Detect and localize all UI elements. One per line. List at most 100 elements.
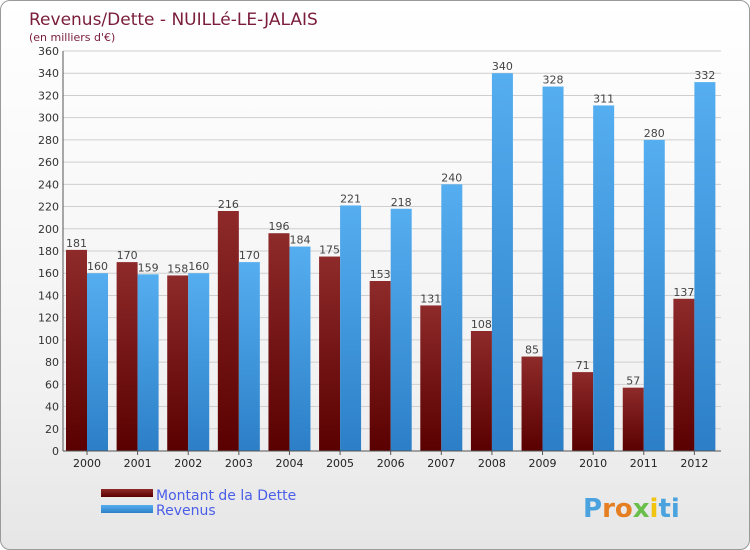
bar-revenus-2006 [390,208,412,451]
value-label: 221 [340,192,361,205]
axes [62,51,721,452]
logo-letter: P [583,494,602,524]
value-label: 332 [694,69,715,82]
chart-title: Revenus/Dette - NUILLé-LE-JALAIS [29,10,318,30]
y-tick-label: 100 [38,334,59,347]
legend-label-revenus: Revenus [156,503,216,519]
value-label: 160 [188,260,209,273]
x-tick-label: 2002 [174,457,202,470]
bar-revenus-2004 [289,246,311,451]
legend-swatch-revenus [101,505,153,513]
value-label: 196 [268,220,289,233]
logo-letter: x [633,494,650,524]
y-tick-label: 60 [45,378,59,391]
value-label: 311 [593,92,614,105]
value-label: 57 [626,375,640,388]
x-tick-label: 2000 [73,457,101,470]
value-label: 328 [543,74,564,87]
value-label: 218 [391,196,412,209]
x-tick-label: 2009 [529,457,557,470]
bar-revenus-2003 [238,262,260,451]
x-tick-label: 2010 [579,457,607,470]
y-tick-label: 260 [38,156,59,169]
value-label: 216 [218,198,239,211]
bars [66,73,716,452]
x-tick-label: 2006 [377,457,405,470]
value-label: 170 [117,249,138,262]
x-tick-label: 2012 [680,457,708,470]
bar-revenus-2005 [340,205,362,451]
bar-dette-2002 [167,275,189,451]
logo-letter: i [671,494,680,524]
bar-revenus-2009 [542,86,564,452]
value-label: 175 [319,244,340,257]
logo-letter: o [615,494,633,524]
legend-swatch-debt [101,489,153,497]
y-tick-label: 160 [38,267,59,280]
value-label: 131 [420,292,441,305]
bar-dette-2008 [470,331,492,451]
bar-revenus-2000 [87,273,108,451]
legend-label-debt: Montant de la Dette [156,488,296,504]
value-label: 71 [576,359,590,372]
y-tick-label: 220 [38,201,59,214]
bar-revenus-2008 [491,73,513,451]
value-label: 280 [644,127,665,140]
value-label: 160 [87,260,108,273]
bar-dette-2011 [622,387,644,451]
x-tick-label: 2005 [326,457,354,470]
y-tick-label: 360 [38,45,59,58]
x-tick-label: 2001 [124,457,152,470]
x-tick-label: 2004 [275,457,303,470]
bar-dette-2001 [116,262,138,451]
logo-text: Proxiti [583,494,680,524]
x-tick-label: 2008 [478,457,506,470]
bar-revenus-2010 [593,105,615,451]
value-label: 181 [66,237,87,250]
y-tick-label: 180 [38,245,59,258]
legend: Montant de la Dette Revenus [101,488,296,519]
value-label: 170 [239,249,260,262]
y-tick-label: 300 [38,112,59,125]
value-label: 85 [525,344,539,357]
y-tick-label: 0 [52,445,59,458]
x-tick-label: 2007 [427,457,455,470]
bar-revenus-2001 [137,274,159,451]
y-tick-label: 40 [45,401,59,414]
y-tick-label: 200 [38,223,59,236]
logo-letter: t [658,494,670,524]
x-axis-ticks: 2000 2001 2002 2003 2004 2005 2006 2007 2008 2009… [73,451,708,470]
bar-revenus-2002 [188,273,210,451]
value-label: 340 [492,60,513,73]
y-tick-label: 140 [38,289,59,302]
bar-dette-2007 [420,305,442,451]
bar-dette-2004 [268,233,290,451]
bar-dette-2005 [319,256,341,451]
y-tick-label: 120 [38,312,59,325]
x-tick-label: 2003 [225,457,253,470]
proxiti-logo: Proxiti [583,494,680,524]
value-label: 159 [138,261,159,274]
y-tick-label: 320 [38,89,59,102]
bar-dette-2009 [521,356,543,451]
bar-dette-2006 [369,281,391,451]
value-label: 108 [471,318,492,331]
value-label: 184 [289,234,310,247]
y-tick-label: 20 [45,423,59,436]
bar-dette-2003 [217,211,239,451]
value-label: 240 [441,171,462,184]
y-tick-label: 280 [38,134,59,147]
logo-letter: i [650,494,659,524]
bar-dette-2000 [66,249,87,451]
value-label: 158 [167,262,188,275]
x-tick-label: 2011 [630,457,658,470]
bar-revenus-2007 [441,184,463,452]
bar-dette-2010 [572,372,594,451]
y-tick-label: 80 [45,356,59,369]
y-axis-ticks: 0 20 40 60 80 100 120 140 160 180 200 220 240 260 280 3… [38,45,59,458]
bar-revenus-2011 [643,139,665,451]
y-tick-label: 240 [38,178,59,191]
